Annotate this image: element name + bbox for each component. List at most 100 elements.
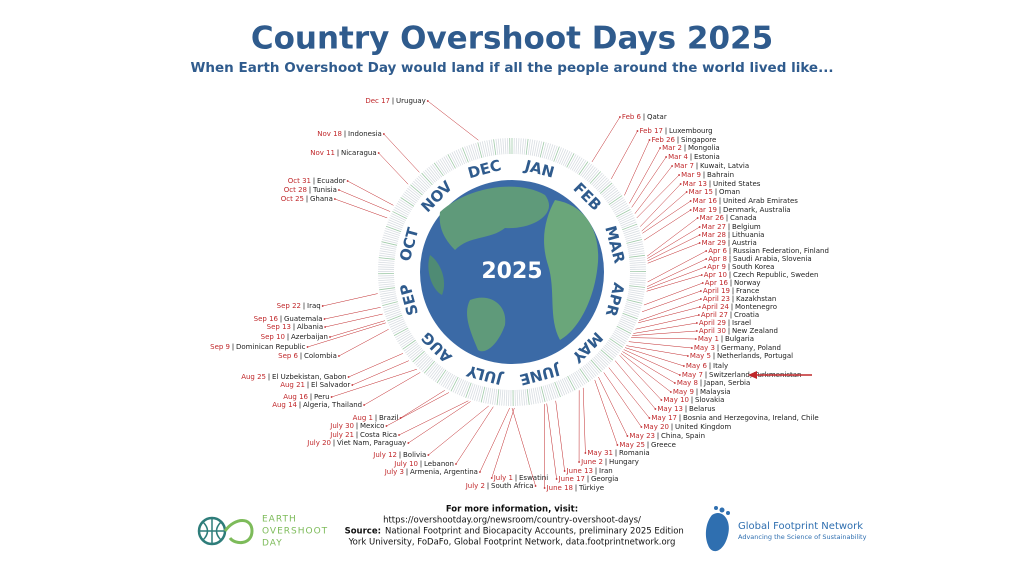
leader-dot (705, 250, 708, 252)
country-label: Oman (719, 188, 740, 196)
ring-tick (614, 204, 629, 214)
country-label: Belgium (732, 223, 761, 231)
leader-line (640, 183, 681, 227)
leader-dot (698, 306, 701, 308)
leader-dot (584, 452, 587, 454)
ring-tick (435, 161, 446, 176)
country-label: Russian Federation, Finland (733, 247, 829, 255)
date-label: Feb 6 (622, 113, 642, 121)
ring-tick (381, 299, 398, 304)
date-label: May 25 (619, 441, 645, 449)
ring-tick (557, 148, 565, 164)
leader-dot (665, 156, 668, 158)
ring-tick (436, 369, 447, 384)
ring-tick (549, 144, 556, 161)
leader-line (608, 367, 650, 419)
ring-tick (629, 264, 646, 266)
ring-tick (598, 180, 611, 193)
date-label: July 10 (393, 460, 418, 468)
ring-tick (539, 141, 545, 158)
ring-tick (400, 197, 415, 207)
date-label: Mar 7 (674, 162, 694, 170)
date-label: April 27 (701, 311, 728, 319)
ring-tick (561, 378, 570, 394)
ring-tick (504, 138, 507, 155)
ring-tick (409, 347, 423, 359)
ring-tick (406, 344, 420, 356)
ring-tick (606, 341, 621, 352)
country-label: Albania (297, 323, 323, 331)
ring-tick (622, 223, 638, 231)
leader-line (363, 372, 421, 406)
ring-tick (626, 299, 643, 304)
ring-tick (572, 372, 582, 387)
ring-tick (546, 384, 553, 401)
country-label: Japan, Serbia (703, 379, 750, 387)
month-label: SEP (396, 282, 422, 318)
leader-dot (347, 376, 350, 378)
leader-dot (689, 200, 692, 202)
country-label: Mexico (360, 422, 384, 430)
ring-tick (380, 295, 397, 300)
leader-dot (333, 198, 336, 200)
ring-tick (592, 174, 605, 187)
ring-tick (618, 322, 634, 330)
ring-tick (451, 152, 460, 167)
leader-line (632, 330, 697, 336)
leader-line (647, 226, 700, 259)
leader-line (329, 320, 386, 338)
leader-line (638, 306, 700, 324)
ring-tick (471, 384, 478, 401)
ring-tick (629, 277, 646, 279)
ring-tick (432, 367, 443, 381)
ring-tick (597, 352, 611, 364)
ring-tick (484, 140, 489, 157)
ring-tick (433, 162, 444, 177)
ring-tick (586, 168, 598, 182)
ring-tick (576, 160, 587, 174)
ring-tick (592, 358, 604, 371)
ring-tick (395, 204, 410, 214)
leader-dot (698, 234, 701, 236)
ring-tick (439, 158, 449, 173)
ring-tick (402, 339, 416, 350)
date-label: Mar 16 (693, 197, 718, 205)
ring-tick (503, 389, 506, 406)
ring-tick (482, 387, 488, 403)
leader-dot (700, 274, 703, 276)
ring-tick (423, 171, 435, 184)
country-label: United States (713, 180, 761, 188)
ring-tick (581, 367, 592, 381)
ring-tick (571, 156, 581, 171)
country-label: Bosnia and Herzegovina, Ireland, Chile (683, 414, 819, 422)
ring-tick (489, 388, 494, 405)
ring-tick (388, 219, 404, 227)
leader-line (646, 266, 706, 290)
leader-line (383, 133, 420, 173)
ring-tick (383, 234, 399, 240)
ring-tick (547, 144, 554, 160)
country-label: Mongolia (688, 144, 720, 152)
leader-dot (490, 477, 493, 479)
ring-tick (455, 150, 464, 165)
ring-tick (413, 352, 427, 364)
leader-dot (324, 326, 327, 328)
ring-tick (467, 383, 474, 399)
ring-tick (405, 189, 419, 201)
ring-tick (381, 297, 397, 302)
ring-tick (629, 285, 646, 288)
country-label: Estonia (694, 153, 720, 161)
ring-tick (416, 177, 429, 190)
ring-tick (394, 329, 410, 339)
country-label: Kuwait, Latvia (700, 162, 749, 170)
date-label: Apr 6 (708, 247, 727, 255)
ring-tick (534, 387, 539, 404)
date-label: Mar 27 (702, 223, 726, 231)
date-label: Sep 9 (210, 343, 230, 351)
ring-tick (446, 374, 455, 390)
ring-tick (453, 151, 462, 166)
ring-tick (394, 206, 409, 216)
country-label: Croatia (734, 311, 759, 319)
ring-tick (614, 329, 630, 339)
